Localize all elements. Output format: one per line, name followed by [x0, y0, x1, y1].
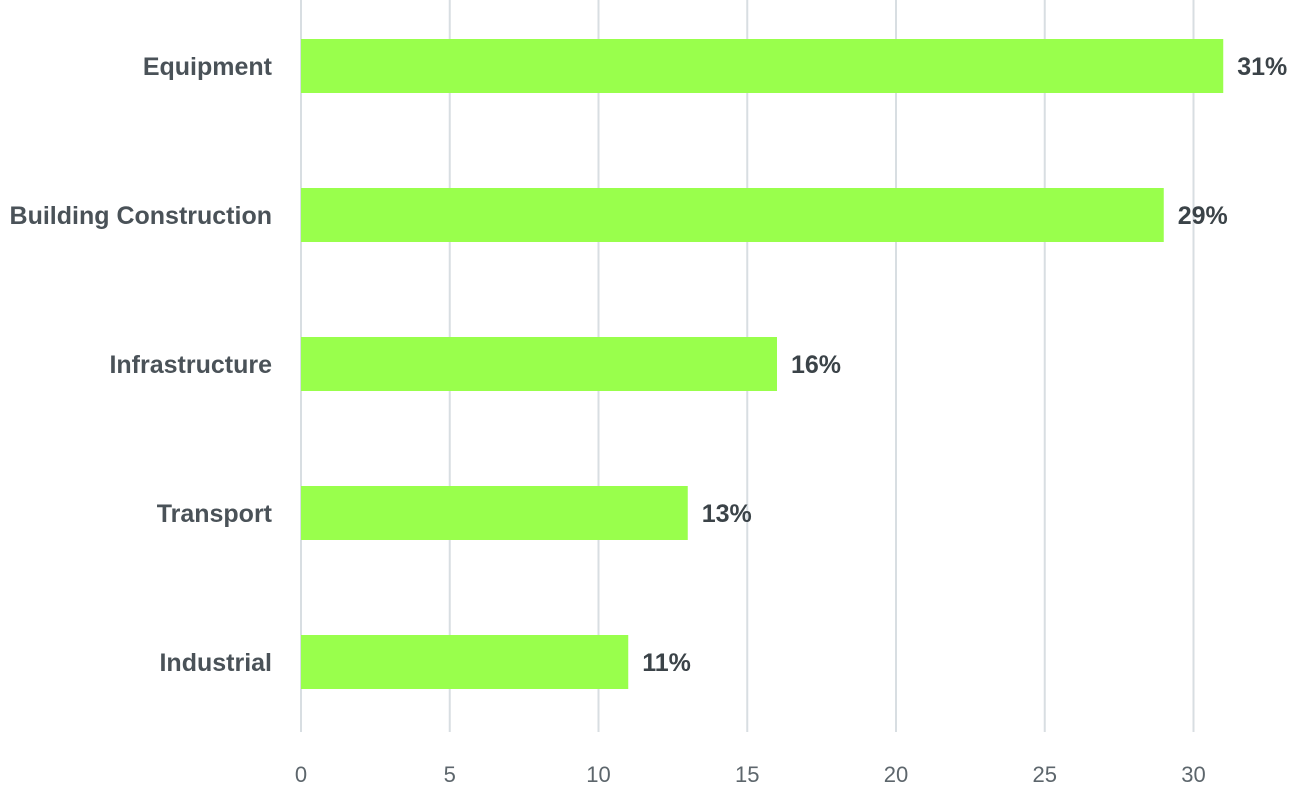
bar-infrastructure	[301, 337, 777, 391]
x-tick-label: 30	[1181, 762, 1205, 787]
category-labels: Equipment Building Construction Infrastruc…	[10, 53, 273, 677]
category-label: Infrastructure	[109, 351, 272, 379]
bar-building-construction	[301, 188, 1164, 242]
x-tick-label: 25	[1033, 762, 1057, 787]
data-label: 29%	[1178, 202, 1228, 230]
data-label: 13%	[702, 500, 752, 528]
bar-transport	[301, 486, 688, 540]
bar-industrial	[301, 635, 629, 689]
x-tick-label: 0	[295, 762, 307, 787]
category-label: Transport	[157, 500, 273, 528]
x-tick-label: 5	[444, 762, 456, 787]
bars	[301, 39, 1224, 689]
x-tick-label: 15	[735, 762, 759, 787]
bar-equipment	[301, 39, 1224, 93]
data-label: 11%	[642, 649, 691, 677]
data-label: 31%	[1237, 53, 1287, 81]
x-tick-label: 10	[586, 762, 610, 787]
data-labels: 31% 29% 16% 13% 11%	[642, 53, 1287, 677]
data-label: 16%	[791, 351, 841, 379]
category-label: Industrial	[159, 649, 272, 677]
category-label: Equipment	[143, 53, 273, 81]
x-tick-label: 20	[884, 762, 908, 787]
x-axis-tick-labels: 0 5 10 15 20 25 30	[295, 762, 1206, 787]
category-label: Building Construction	[10, 202, 272, 230]
